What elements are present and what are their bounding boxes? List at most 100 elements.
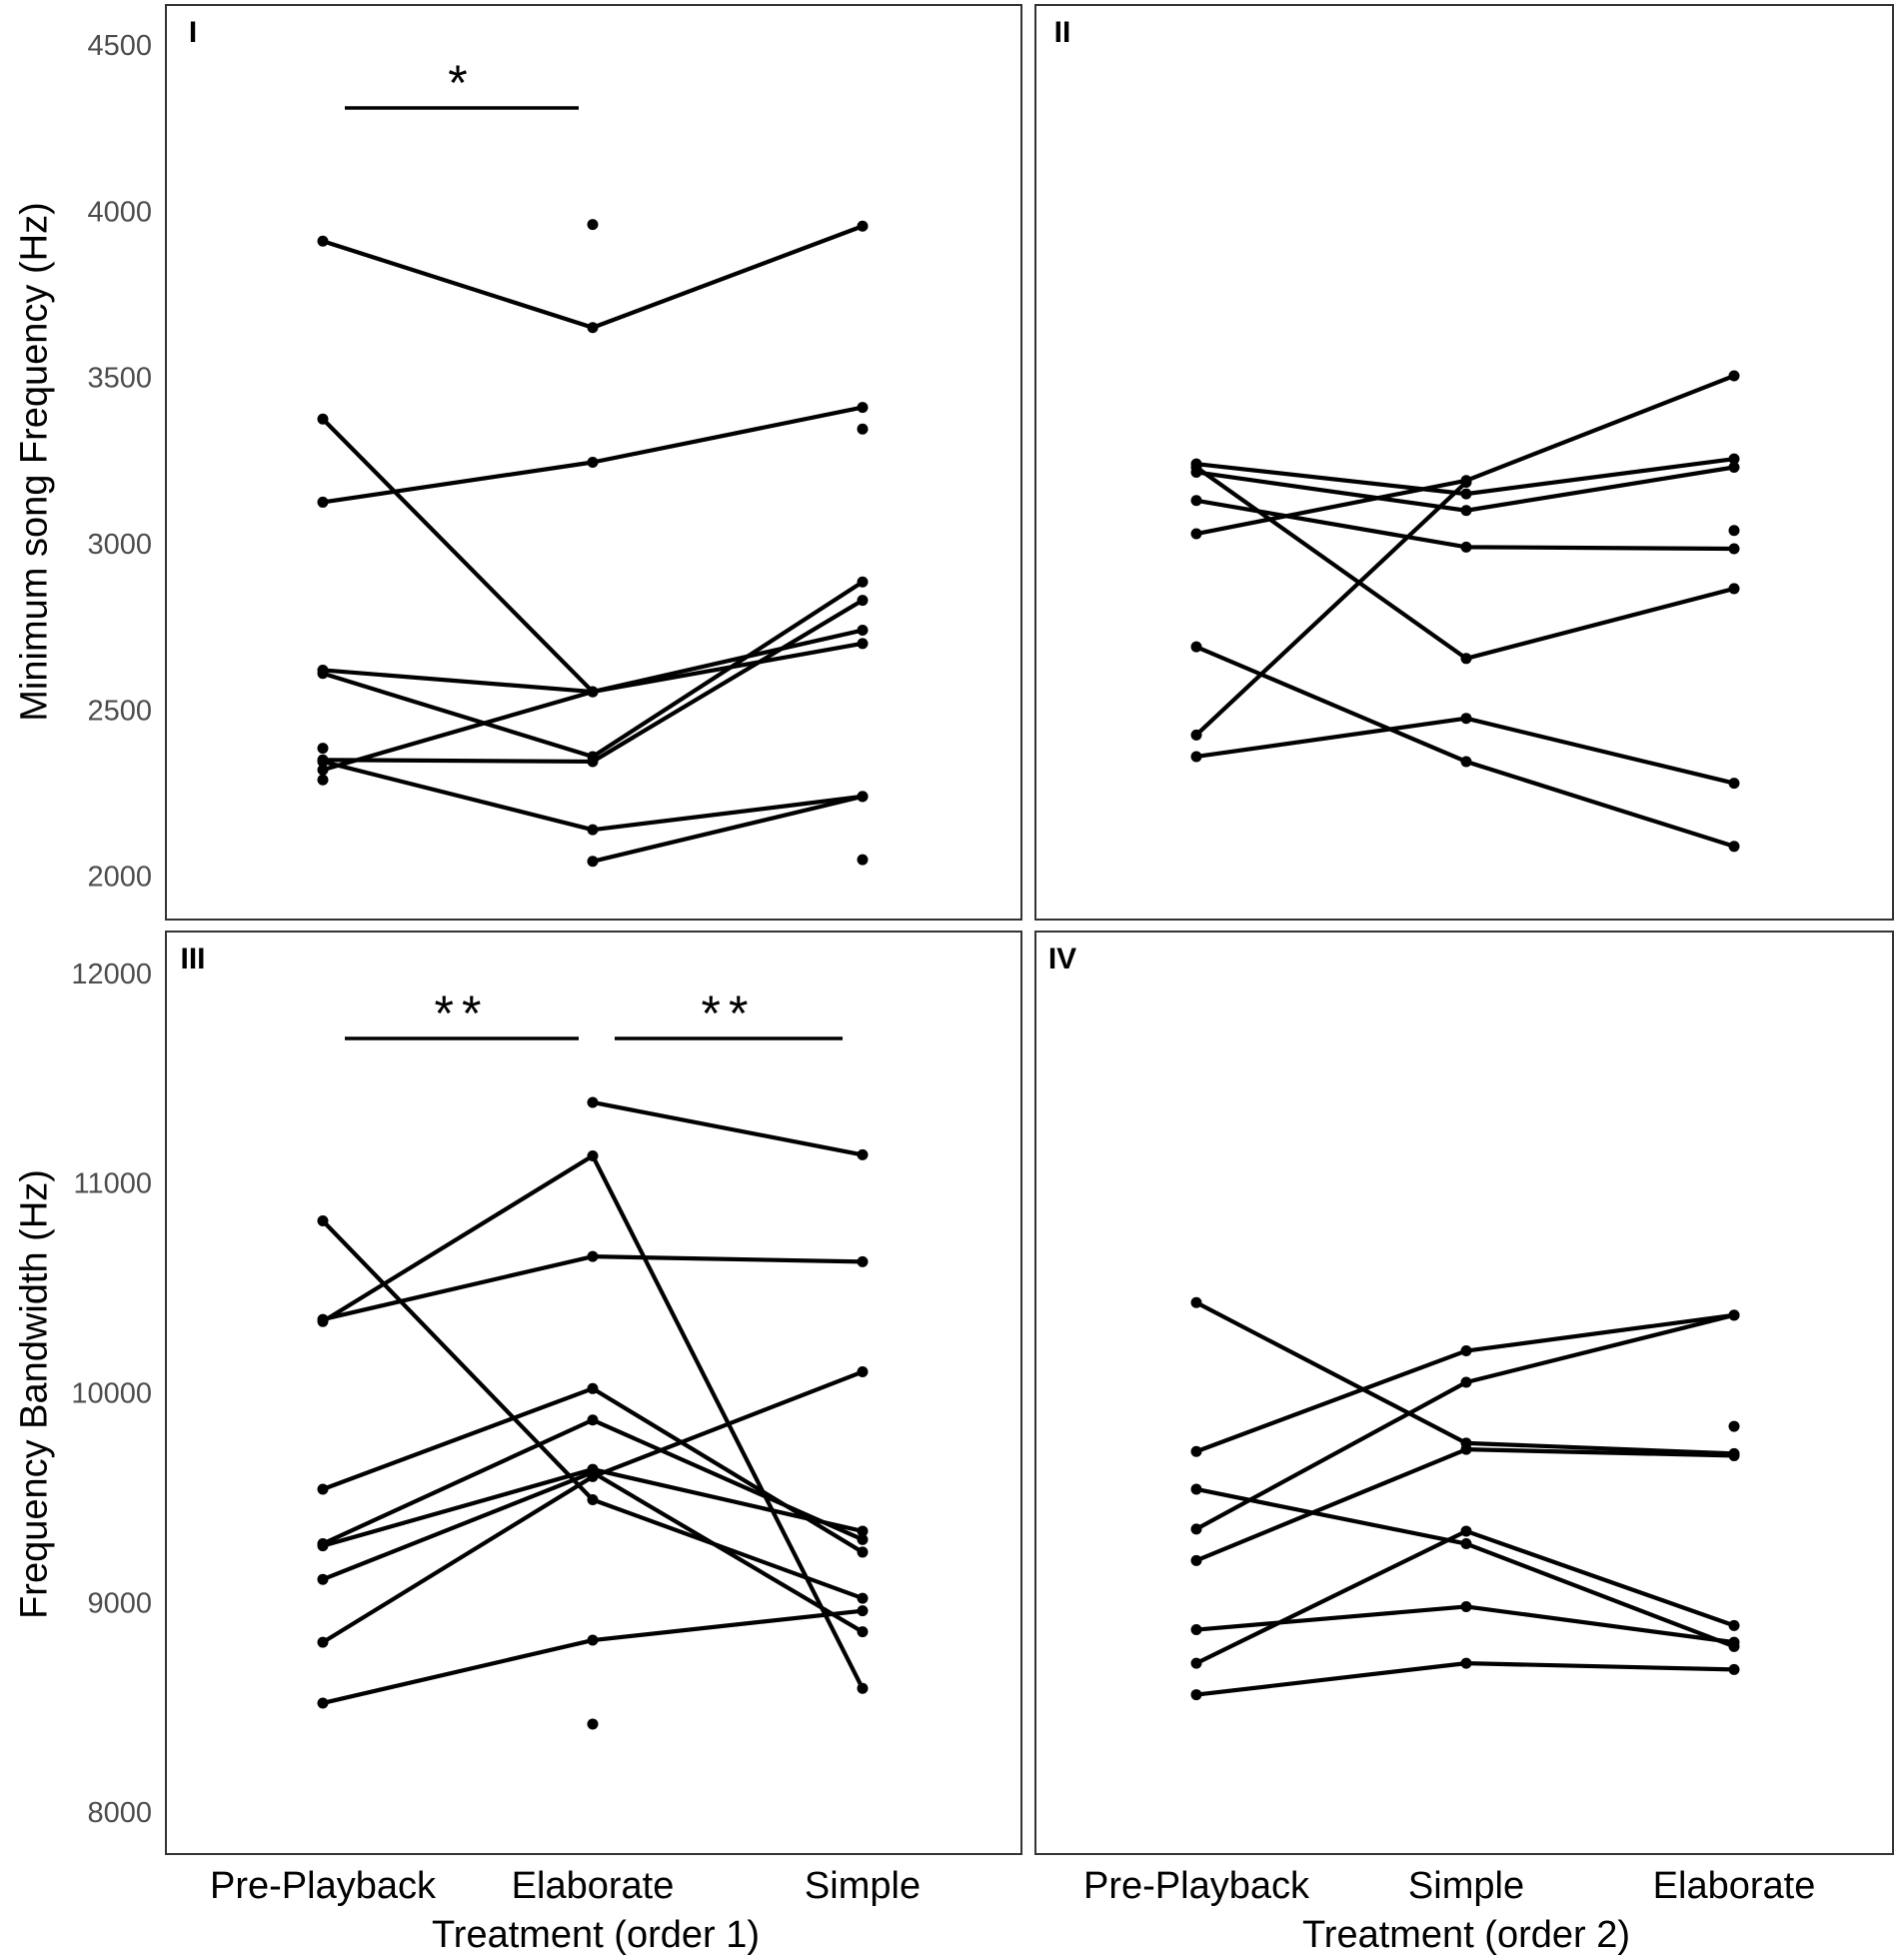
- data-point: [317, 668, 329, 680]
- labels-layer: Pre-Playback Elaborate Simple Treatment (or…: [210, 1865, 1815, 1956]
- data-point: [1460, 1538, 1472, 1550]
- x-category-label: Elaborate: [512, 1865, 675, 1907]
- y-tick-label: 4500: [87, 30, 152, 62]
- data-point: [857, 1592, 869, 1604]
- data-point: [1460, 488, 1472, 500]
- data-point: [587, 1414, 599, 1426]
- panel-label: IV: [1048, 943, 1076, 976]
- data-point: [587, 824, 599, 836]
- data-point: [1728, 1636, 1740, 1648]
- panels-layer: I 2000 2500 3000 3500 4000 4500 Minimum song Fr…: [13, 4, 1894, 1855]
- data-point: [857, 402, 869, 414]
- isolated-point: [857, 423, 869, 435]
- data-point: [317, 1573, 329, 1585]
- data-point: [1190, 1657, 1202, 1669]
- data-point: [1728, 543, 1740, 555]
- panel-I: I 2000 2500 3000 3500 4000 4500 Minimum song Fr…: [13, 4, 1022, 921]
- data-point: [1190, 1296, 1202, 1308]
- data-point: [1460, 756, 1472, 768]
- data-point: [317, 1636, 329, 1648]
- isolated-point: [1728, 525, 1740, 537]
- y-tick-label: 12000: [71, 959, 152, 990]
- data-point: [857, 220, 869, 232]
- y-axis-title: Minimum song Frequency (Hz): [13, 202, 55, 721]
- data-point: [857, 1148, 869, 1160]
- y-tick-label: 3500: [87, 363, 152, 395]
- data-point: [587, 756, 599, 768]
- data-point: [1728, 370, 1740, 382]
- data-point: [1460, 653, 1472, 665]
- panel-label: III: [180, 943, 205, 976]
- data-point: [857, 1255, 869, 1267]
- data-point: [587, 856, 599, 868]
- x-category-label: Elaborate: [1653, 1865, 1816, 1907]
- panel-frame: [1034, 4, 1894, 921]
- data-point: [1728, 1449, 1740, 1461]
- data-point: [857, 1682, 869, 1694]
- data-point: [317, 1697, 329, 1709]
- isolated-point: [1728, 1420, 1740, 1432]
- data-point: [1728, 461, 1740, 473]
- data-point: [1460, 1600, 1472, 1612]
- data-point: [587, 1149, 599, 1161]
- data-point: [1728, 1619, 1740, 1631]
- isolated-point: [857, 854, 869, 866]
- data-point: [587, 686, 599, 698]
- isolated-point: [587, 219, 599, 231]
- data-point: [1190, 1523, 1202, 1535]
- data-point: [857, 1626, 869, 1638]
- data-point: [587, 1250, 599, 1262]
- data-point: [317, 496, 329, 508]
- panel-label: II: [1054, 16, 1071, 49]
- panel-label: I: [189, 16, 197, 49]
- data-point: [1190, 729, 1202, 741]
- data-point: [857, 1546, 869, 1558]
- data-point: [1460, 1345, 1472, 1357]
- data-point: [1728, 453, 1740, 465]
- data-point: [587, 1634, 599, 1646]
- data-point: [1190, 1483, 1202, 1495]
- data-point: [857, 1605, 869, 1617]
- data-point: [587, 1493, 599, 1505]
- data-point: [857, 576, 869, 588]
- data-point: [587, 1470, 599, 1482]
- x-category-label: Simple: [805, 1865, 921, 1907]
- data-point: [1190, 1689, 1202, 1701]
- series-line-bird-6: [1193, 480, 1469, 738]
- y-tick-label: 2500: [87, 695, 152, 727]
- data-point: [317, 756, 329, 768]
- data-point: [1728, 778, 1740, 790]
- series-line-bird-1: [590, 1099, 866, 1157]
- data-point: [1728, 1663, 1740, 1675]
- data-point: [1190, 641, 1202, 653]
- y-tick-label: 10000: [71, 1378, 152, 1410]
- y-tick-label: 4000: [87, 196, 152, 228]
- data-point: [1190, 1624, 1202, 1636]
- data-point: [317, 1483, 329, 1495]
- data-point: [317, 1214, 329, 1226]
- panel-IV: IV: [1034, 931, 1894, 1855]
- data-point: [1190, 495, 1202, 507]
- data-point: [317, 1540, 329, 1552]
- data-point: [1460, 1525, 1472, 1537]
- data-point: [317, 764, 329, 776]
- data-point: [857, 1533, 869, 1545]
- data-point: [1460, 476, 1472, 488]
- y-tick-label: 9000: [87, 1587, 152, 1619]
- data-point: [1460, 541, 1472, 553]
- data-point: [857, 791, 869, 803]
- data-point: [587, 1382, 599, 1394]
- y-tick-label: 11000: [74, 1168, 153, 1200]
- data-point: [1728, 1309, 1740, 1321]
- data-point: [317, 235, 329, 247]
- data-point: [1190, 1445, 1202, 1457]
- data-point: [587, 1096, 599, 1108]
- data-point: [1460, 1376, 1472, 1388]
- data-point: [587, 322, 599, 334]
- y-tick-label: 2000: [87, 862, 152, 894]
- data-point: [1728, 583, 1740, 595]
- data-point: [1190, 528, 1202, 540]
- data-point: [857, 1525, 869, 1537]
- series-line-bird-9: [590, 794, 866, 864]
